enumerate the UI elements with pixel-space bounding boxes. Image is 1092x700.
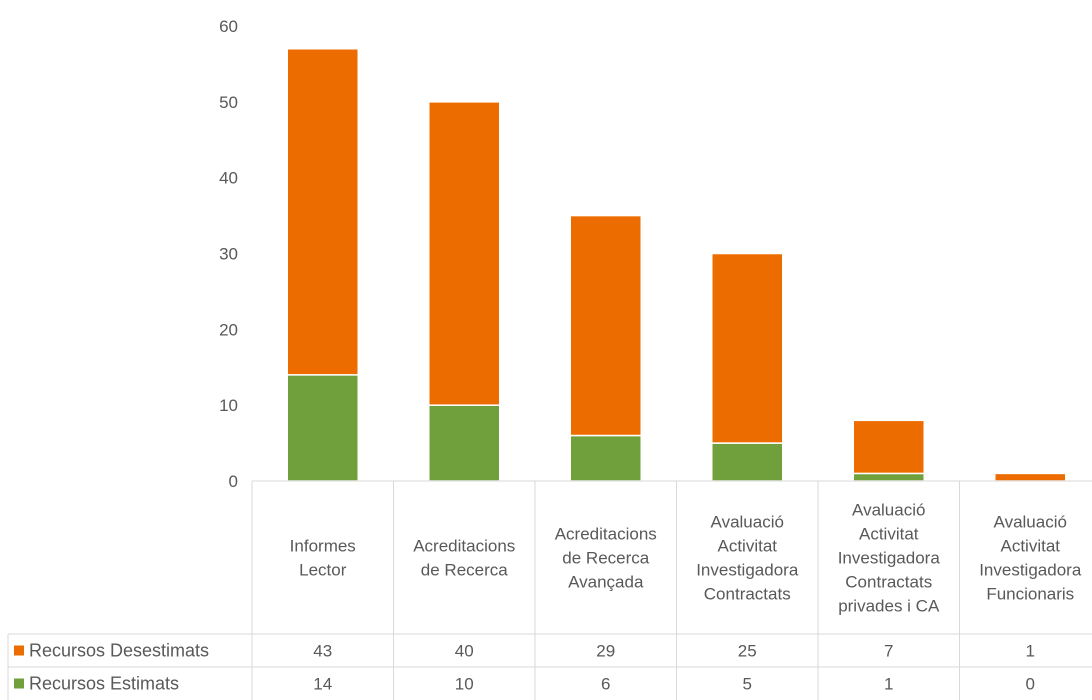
data-label: 14 [313, 675, 332, 694]
data-table-rows: Recursos Desestimats 43 40 29 25 7 1 Recursos E… [14, 641, 1035, 694]
category-label-line: Investigadora [696, 561, 799, 580]
data-label: 40 [455, 642, 474, 661]
bar-desestimats [711, 252, 784, 444]
category-label-line: Informes [290, 537, 356, 556]
bar-estimats [428, 404, 501, 482]
category-label-line: Avaluació [994, 513, 1067, 532]
data-label: 5 [743, 675, 752, 694]
y-tick-label: 50 [219, 93, 238, 112]
data-label: 6 [601, 675, 610, 694]
category-label-line: Investigadora [979, 561, 1082, 580]
legend-key-desestimats [14, 645, 24, 656]
bar-desestimats [852, 419, 925, 475]
category-label-line: Funcionaris [986, 585, 1074, 604]
category-label-line: Avaluació [852, 501, 925, 520]
data-label: 10 [455, 675, 474, 694]
category-label-line: Activitat [717, 537, 777, 556]
category-label: Avaluació Activitat Investigadora Contracta… [696, 513, 799, 604]
category-label-line: Acreditacions [555, 525, 657, 544]
y-tick-label: 30 [219, 245, 238, 264]
category-label-line: privades i CA [838, 597, 940, 616]
category-label: Avaluació Activitat Investigadora Contracta… [838, 501, 941, 616]
bar-estimats [569, 434, 642, 482]
data-table-grid [7, 480, 1092, 700]
category-label-line: Acreditacions [413, 537, 515, 556]
data-label: 7 [884, 642, 893, 661]
bar-desestimats [428, 101, 501, 406]
legend-label: Recursos Estimats [29, 674, 179, 694]
bar-estimats [852, 472, 925, 482]
category-label-line: de Recerca [421, 561, 508, 580]
bar-desestimats [286, 48, 359, 376]
data-label: 25 [738, 642, 757, 661]
legend-label: Recursos Desestimats [29, 641, 209, 661]
category-label-line: Avaluació [711, 513, 784, 532]
bar-desestimats [569, 214, 642, 437]
bar-estimats [286, 374, 359, 482]
bar-desestimats [994, 472, 1067, 482]
y-tick-label: 20 [219, 320, 238, 339]
y-tick-label: 10 [219, 396, 238, 415]
bar-estimats [711, 442, 784, 482]
category-label-line: de Recerca [562, 549, 649, 568]
category-label: Avaluació Activitat Investigadora Funcionar… [979, 513, 1082, 604]
category-label: Acreditacions de Recerca [413, 537, 515, 580]
category-label-line: Investigadora [838, 549, 941, 568]
data-label: 29 [596, 642, 615, 661]
y-tick-label: 40 [219, 169, 238, 188]
data-label: 43 [313, 642, 332, 661]
category-label-line: Activitat [859, 525, 919, 544]
category-label-line: Contractats [704, 585, 791, 604]
data-label: 1 [884, 675, 893, 694]
category-label-line: Contractats [845, 573, 932, 592]
y-tick-label: 0 [229, 472, 238, 491]
category-label: Informes Lector [290, 537, 356, 580]
y-tick-label: 60 [219, 17, 238, 36]
legend-key-estimats [14, 678, 24, 689]
category-label-line: Activitat [1000, 537, 1060, 556]
y-axis: 0 10 20 30 40 50 60 [219, 17, 238, 491]
category-label-line: Lector [299, 561, 347, 580]
data-label: 1 [1026, 642, 1035, 661]
category-label-line: Avançada [568, 573, 644, 592]
bars [286, 48, 1067, 482]
category-label: Acreditacions de Recerca Avançada [555, 525, 657, 592]
data-label: 0 [1026, 675, 1035, 694]
